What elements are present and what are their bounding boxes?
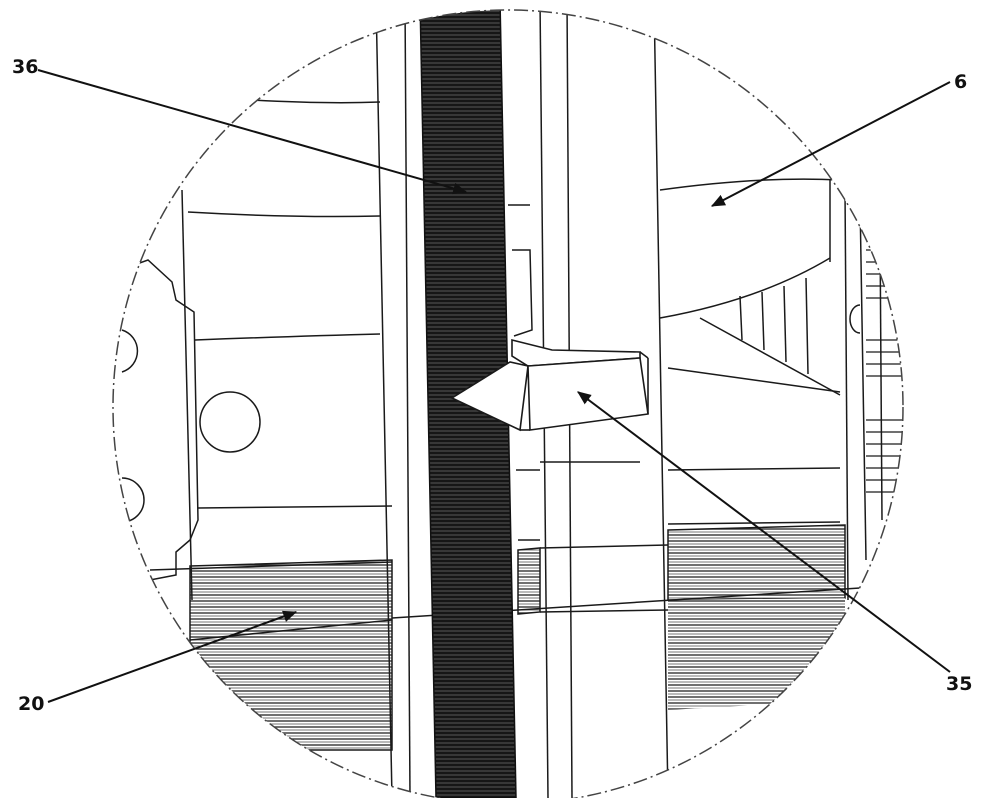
drawing-content [113,10,903,798]
leader-35 [577,391,951,673]
callout-6: 6 [954,71,967,93]
callout-36: 36 [12,56,38,78]
leader-lines [37,69,951,703]
callout-20: 20 [18,693,44,715]
leader-36 [37,69,468,195]
right-body-6 [659,39,883,601]
leader-6 [710,81,951,207]
detail-boundary-circle [112,9,904,798]
vertical-lines [181,10,669,798]
callout-35: 35 [946,673,972,695]
left-plate [113,259,261,581]
hatched-region-20 [189,524,846,751]
leader-20 [47,610,298,703]
